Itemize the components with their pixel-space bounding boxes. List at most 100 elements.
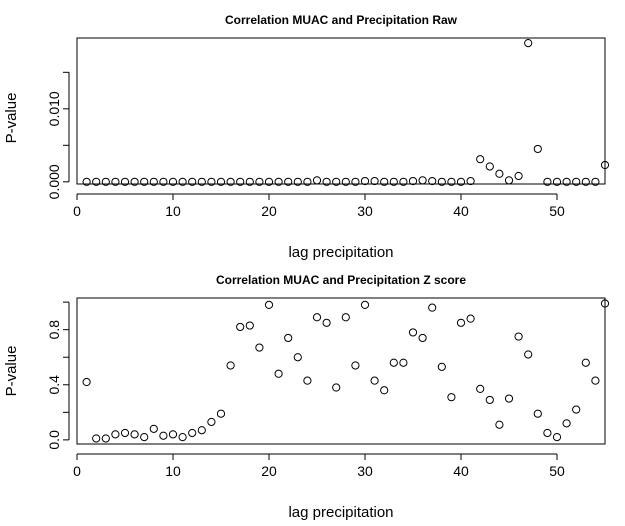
chart-panel-zscore: Correlation MUAC and Precipitation Z sco… xyxy=(3,273,610,521)
data-point xyxy=(312,313,322,322)
data-point xyxy=(572,405,581,414)
data-point xyxy=(293,353,302,362)
data-point xyxy=(466,314,475,323)
data-point xyxy=(543,428,552,438)
data-point xyxy=(332,383,341,392)
x-tick-label: 30 xyxy=(357,463,373,479)
x-tick-label: 20 xyxy=(261,463,277,479)
data-point xyxy=(524,350,533,359)
y-tick-label: 0.8 xyxy=(46,320,62,340)
data-point xyxy=(504,176,514,185)
y-axis-label: P-value xyxy=(3,346,20,397)
data-point xyxy=(168,177,178,186)
data-point xyxy=(466,176,475,186)
data-point xyxy=(485,162,494,171)
data-point xyxy=(600,160,610,170)
data-point xyxy=(533,409,542,418)
data-point xyxy=(351,177,360,186)
data-point xyxy=(82,177,91,186)
data-point xyxy=(101,434,110,443)
data-point xyxy=(572,177,581,186)
data-point xyxy=(226,177,235,186)
data-point xyxy=(562,419,571,428)
data-point xyxy=(524,39,533,48)
data-point xyxy=(322,318,331,327)
y-tick-label: 0.4 xyxy=(46,375,62,395)
data-point xyxy=(226,361,235,370)
data-point xyxy=(197,426,206,435)
data-point xyxy=(159,177,168,186)
data-point xyxy=(408,176,418,186)
x-tick-label: 40 xyxy=(453,203,469,219)
data-point xyxy=(456,318,466,327)
data-point xyxy=(341,177,350,186)
data-point xyxy=(149,424,158,433)
data-point xyxy=(293,177,302,186)
data-point xyxy=(332,177,341,186)
y-tick-label: 0.000 xyxy=(46,164,62,199)
data-point xyxy=(216,409,226,418)
data-point xyxy=(101,177,110,186)
data-point xyxy=(303,177,312,186)
data-point xyxy=(322,177,331,186)
data-point xyxy=(370,176,379,186)
data-point xyxy=(178,433,187,442)
data-point xyxy=(178,177,187,186)
plot-frame xyxy=(76,297,606,445)
data-point xyxy=(562,177,571,186)
data-point xyxy=(284,333,293,343)
data-point xyxy=(428,303,437,312)
y-axis-label: P-value xyxy=(3,93,20,144)
x-tick-label: 30 xyxy=(357,203,373,219)
y-tick-label: 0.010 xyxy=(46,91,62,126)
data-point xyxy=(543,177,552,186)
data-point xyxy=(149,177,158,186)
data-point xyxy=(197,177,206,186)
data-point xyxy=(111,430,120,439)
data-point xyxy=(264,300,274,309)
data-point xyxy=(130,177,139,186)
data-point xyxy=(389,358,398,367)
x-tick-label: 10 xyxy=(165,463,181,479)
data-point xyxy=(360,300,370,309)
data-point xyxy=(476,384,485,394)
data-point xyxy=(495,420,504,429)
data-point xyxy=(495,169,504,178)
data-point xyxy=(591,177,600,186)
data-point xyxy=(437,177,446,186)
data-point xyxy=(92,177,101,186)
data-point xyxy=(207,417,216,427)
data-point xyxy=(485,395,494,405)
data-point xyxy=(351,361,360,370)
data-point xyxy=(264,177,274,186)
data-point xyxy=(591,376,600,385)
data-point xyxy=(380,386,389,395)
data-point xyxy=(303,376,312,385)
data-point xyxy=(284,177,293,186)
data-point xyxy=(341,313,350,322)
data-point xyxy=(399,358,408,367)
data-point xyxy=(504,394,514,403)
data-point xyxy=(120,428,130,438)
chart-panel-raw: Correlation MUAC and Precipitation Raw l… xyxy=(3,13,610,261)
plot-frame xyxy=(76,37,606,185)
data-point xyxy=(581,177,590,186)
data-point xyxy=(581,358,590,367)
data-point xyxy=(552,177,562,186)
data-point xyxy=(207,177,216,186)
x-tick-label: 10 xyxy=(165,203,181,219)
data-point xyxy=(188,177,197,186)
data-point xyxy=(255,343,264,352)
data-point xyxy=(274,369,283,378)
x-tick-label: 0 xyxy=(73,463,81,479)
data-point xyxy=(428,176,437,186)
x-tick-label: 40 xyxy=(453,463,469,479)
data-point xyxy=(476,155,485,164)
x-axis-label: lag precipitation xyxy=(288,504,393,521)
data-point xyxy=(140,433,149,442)
data-point xyxy=(399,177,408,186)
data-point xyxy=(312,176,322,185)
data-point xyxy=(111,177,120,186)
data-point xyxy=(456,177,466,186)
